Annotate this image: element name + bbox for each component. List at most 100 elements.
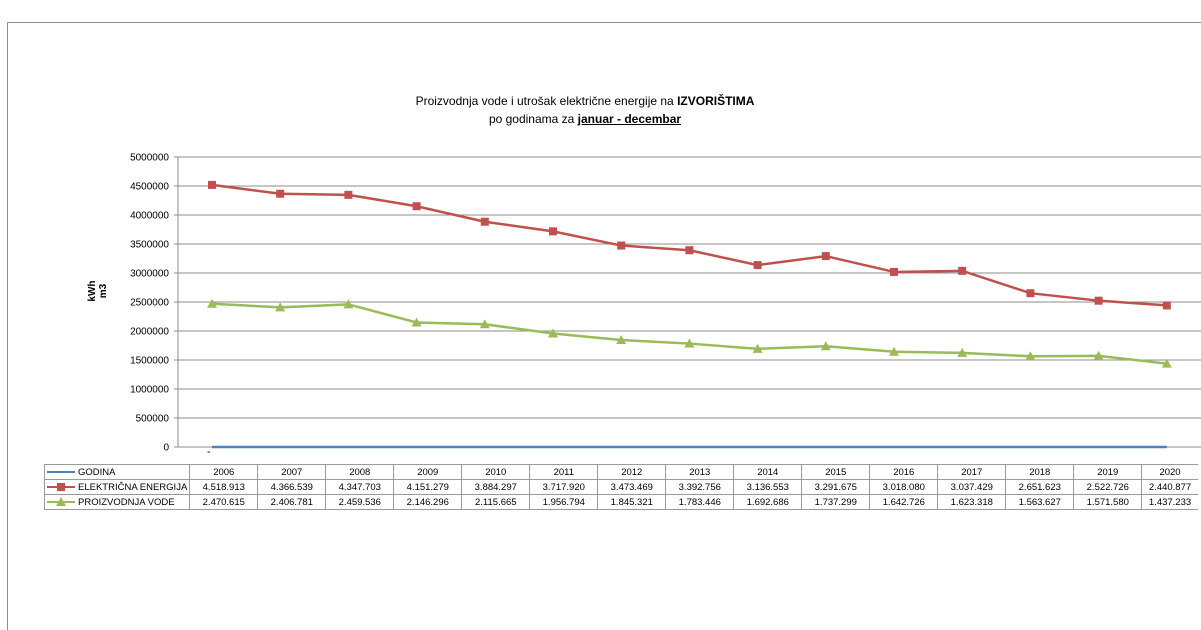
- table-cell: 4.151.279: [393, 479, 463, 495]
- table-cell: 1.437.233: [1141, 494, 1198, 510]
- data-point-square: [890, 267, 898, 276]
- table-cell: 4.518.913: [189, 479, 259, 495]
- table-cell: 2007: [257, 464, 327, 480]
- table-cell: 3.136.553: [733, 479, 803, 495]
- data-point-square: [1094, 296, 1103, 305]
- chart-frame: [7, 22, 1201, 630]
- gridlines: [178, 156, 1201, 448]
- table-cell: 1.845.321: [597, 494, 667, 510]
- data-point-square: [753, 261, 762, 270]
- data-point-square: [1026, 289, 1035, 298]
- subtitle-period: januar - decembar: [577, 112, 682, 126]
- legend-key: [47, 470, 75, 473]
- legend-entry: ELEKTRIČNA ENERGIJA: [43, 479, 191, 495]
- table-cell: 2008: [325, 464, 395, 480]
- table-cell: 2018: [1005, 464, 1075, 480]
- data-point-triangle: [752, 343, 763, 353]
- category-dash-label: -: [207, 446, 211, 458]
- table-cell: 2.115.665: [461, 494, 531, 510]
- legend-marker-square: [57, 482, 65, 491]
- y-tick-label: 4500000: [130, 182, 169, 193]
- y-tick-label: 1500000: [130, 356, 169, 367]
- data-point-square: [480, 217, 489, 226]
- table-cell: 2.470.615: [189, 494, 259, 510]
- y-tick-label: 3500000: [130, 240, 169, 251]
- chart-title-line-2: po godinama za januar - decembar: [300, 110, 870, 128]
- series-lines: [207, 180, 1172, 449]
- table-cell: 2020: [1141, 464, 1198, 480]
- data-point-square: [344, 190, 353, 199]
- table-cell: 4.347.703: [325, 479, 395, 495]
- y-axis-ticks: 0 500000 1000000 1500000 2000000 2500000 30000…: [130, 153, 179, 454]
- table-cell: 2.406.781: [257, 494, 327, 510]
- series-line: [211, 302, 1167, 365]
- table-cell: 3.884.297: [461, 479, 531, 495]
- y-tick-label: 3000000: [130, 269, 169, 280]
- y-tick-label: 1000000: [130, 385, 169, 396]
- table-row: ELEKTRIČNA ENERGIJA 4.518.913 4.366.539 4.3…: [43, 479, 1198, 495]
- series-name: GODINA: [78, 466, 116, 478]
- table-cell: 2.440.877: [1141, 479, 1198, 495]
- data-point-triangle: [889, 346, 899, 356]
- table-row: GODINA 2006 2007 2008 2009 2010 2011 2012 2013 20…: [43, 464, 1198, 480]
- table-cell: 1.623.318: [937, 494, 1007, 510]
- data-table: GODINA 2006 2007 2008 2009 2010 2011 2012 2013 20…: [43, 464, 1198, 510]
- table-cell: 1.956.794: [529, 494, 599, 510]
- table-cell: 3.291.675: [801, 479, 871, 495]
- table-cell: 2006: [189, 464, 259, 480]
- table-cell: 1.642.726: [869, 494, 939, 510]
- data-point-triangle: [207, 298, 217, 308]
- y-tick-label: 5000000: [130, 153, 169, 164]
- data-point-triangle: [957, 347, 968, 357]
- table-cell: 2017: [937, 464, 1007, 480]
- table-cell: 2019: [1073, 464, 1143, 480]
- table-cell: 2012: [597, 464, 667, 480]
- data-point-square: [821, 252, 830, 261]
- data-point-square: [412, 202, 421, 211]
- table-cell: 2.522.726: [1073, 479, 1143, 495]
- table-cell: 1.737.299: [801, 494, 871, 510]
- table-row: PROIZVODNJA VODE 2.470.615 2.406.781 2.459.…: [43, 494, 1198, 510]
- data-point-triangle: [820, 341, 831, 351]
- data-point-square: [685, 246, 694, 255]
- data-point-triangle: [548, 328, 558, 338]
- table-cell: 2.651.623: [1005, 479, 1075, 495]
- data-point-triangle: [1161, 358, 1172, 368]
- legend-key: [47, 496, 75, 506]
- data-point-triangle: [411, 317, 422, 327]
- series-line: [211, 183, 1167, 307]
- data-point-triangle: [1093, 350, 1104, 360]
- table-cell: 3.037.429: [937, 479, 1007, 495]
- data-point-triangle: [343, 299, 354, 309]
- table-cell: 1.571.580: [1073, 494, 1143, 510]
- chart-title-line-1: Proizvodnja vode i utrošak električne en…: [300, 92, 870, 110]
- table-cell: 3.018.080: [869, 479, 939, 495]
- table-cell: 2.459.536: [325, 494, 395, 510]
- table-cell: 2.146.296: [393, 494, 463, 510]
- data-point-square: [958, 266, 967, 275]
- table-cell: 2011: [529, 464, 599, 480]
- y-tick-label: 4000000: [130, 211, 169, 222]
- table-cell: 3.473.469: [597, 479, 667, 495]
- data-point-triangle: [1025, 351, 1036, 361]
- data-point-square: [617, 241, 626, 250]
- table-cell: 1.692.686: [733, 494, 803, 510]
- legend-entry: GODINA: [43, 464, 191, 480]
- title-text: Proizvodnja vode i utrošak električne en…: [415, 94, 678, 108]
- data-point-triangle: [275, 302, 286, 312]
- series-name: PROIZVODNJA VODE: [78, 496, 175, 508]
- y-tick-label: 2500000: [130, 298, 169, 309]
- table-cell: 2015: [801, 464, 871, 480]
- data-point-square: [276, 189, 285, 198]
- data-point-triangle: [479, 319, 490, 329]
- y-tick-label: 0: [163, 443, 169, 454]
- table-cell: 3.392.756: [665, 479, 735, 495]
- data-point-triangle: [616, 334, 627, 344]
- chart-title: Proizvodnja vode i utrošak električne en…: [300, 92, 870, 128]
- table-cell: 3.717.920: [529, 479, 599, 495]
- subtitle-text: po godinama za: [488, 112, 578, 126]
- table-cell: 2010: [461, 464, 531, 480]
- line-chart: 0 500000 1000000 1500000 2000000 2500000 30000…: [130, 153, 1201, 454]
- table-cell: 2009: [393, 464, 463, 480]
- data-point-square: [549, 227, 557, 236]
